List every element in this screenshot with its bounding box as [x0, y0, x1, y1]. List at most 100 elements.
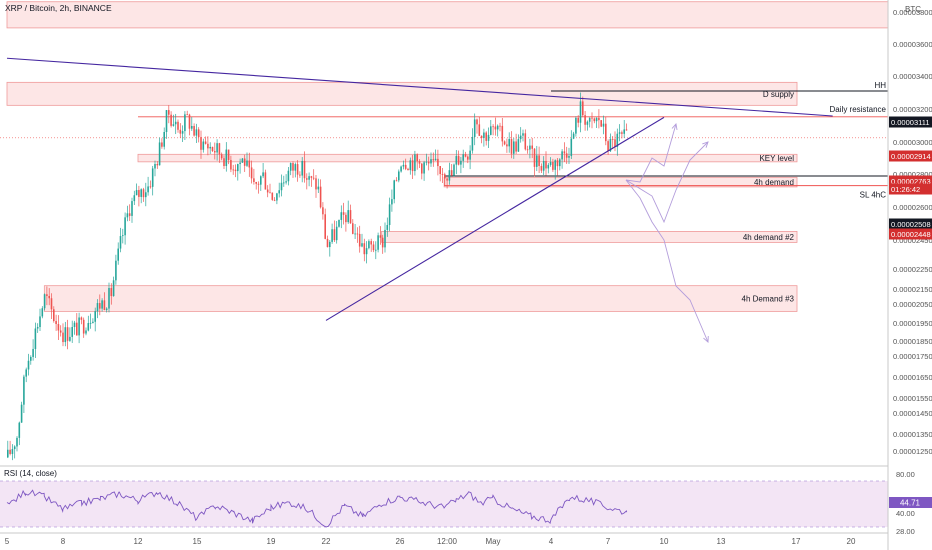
candle-body	[253, 178, 255, 182]
candle-body	[476, 119, 478, 125]
candle-body	[552, 162, 554, 170]
candle-body	[188, 114, 191, 129]
candle-body	[485, 132, 487, 141]
level-label: SL 4hC	[860, 191, 887, 200]
level-layer: HH Daily resistance SL 4hC	[0, 81, 888, 200]
candle-body	[531, 145, 533, 149]
candle-body	[409, 160, 412, 171]
candle-body	[163, 132, 165, 147]
candle-body	[193, 126, 195, 136]
candle-body	[117, 248, 119, 261]
candle-body	[370, 241, 372, 245]
candle-body	[147, 186, 149, 193]
candle-body	[368, 241, 370, 249]
time-axis[interactable]: 5 8 12 15 19 22 26 12:00 May 4 7 10 13 17 20	[0, 532, 888, 546]
rsi-axis-tick: 40.00	[896, 509, 915, 518]
candle-body	[174, 121, 177, 125]
candle-body	[200, 137, 202, 150]
candle-body	[411, 160, 414, 172]
rsi-current-badge	[889, 497, 932, 508]
candle-body	[230, 159, 232, 170]
candle-body	[609, 138, 612, 152]
candle-body	[50, 298, 53, 310]
price-axis-tick: 0.00001850	[893, 337, 932, 346]
price-axis-tick: 0.00003200	[893, 105, 932, 114]
candle-body	[66, 327, 69, 341]
candle-body	[503, 141, 506, 145]
candle-body	[20, 404, 23, 423]
candle-body	[306, 178, 308, 180]
trendline	[325, 116, 665, 321]
candle-body	[561, 151, 563, 160]
candle-body	[112, 280, 115, 297]
price-label-text: 01:26:42	[891, 185, 920, 194]
candle-body	[545, 160, 547, 169]
candle-body	[570, 138, 573, 157]
candle-body	[333, 229, 336, 241]
candle-body	[349, 210, 352, 224]
candle-body	[317, 186, 320, 190]
candle-body	[600, 120, 602, 127]
candle-body	[329, 241, 331, 248]
trendline-layer	[6, 57, 833, 321]
zone-label: 4h demand #2	[743, 233, 795, 242]
candle-body	[207, 143, 209, 149]
candle-body	[13, 446, 16, 450]
candle-body	[469, 150, 471, 160]
candle-body	[294, 164, 297, 171]
price-axis-tick: 0.00001450	[893, 409, 932, 418]
candle-body	[471, 136, 474, 151]
time-axis-tick: 12:00	[437, 537, 458, 546]
candle-body	[398, 171, 400, 181]
candle-body	[582, 101, 584, 116]
candle-body	[103, 300, 106, 310]
candle-body	[421, 163, 423, 174]
trendline	[6, 57, 833, 117]
candle-body	[9, 449, 11, 454]
candle-body	[184, 114, 186, 132]
time-axis-tick: 20	[847, 537, 856, 546]
candle-body	[556, 160, 559, 167]
candle-body	[377, 235, 379, 250]
rsi-panel: RSI (14, close) 80.00 40.00 28.00 44.71	[0, 465, 932, 536]
candle-body	[315, 178, 317, 190]
candle-body	[99, 303, 101, 309]
zone-label: 4h demand	[754, 178, 794, 187]
price-label-text: 0.00002508	[891, 220, 931, 229]
price-axis[interactable]: 0.00003800 0.00003600 0.00003400 0.00003200…	[887, 0, 932, 550]
candle-body	[204, 141, 207, 144]
candle-body	[296, 164, 299, 175]
candle-body	[593, 118, 596, 122]
candle-body	[82, 319, 85, 334]
candle-body	[266, 189, 269, 193]
candle-body	[172, 124, 175, 126]
candle-body	[223, 158, 225, 167]
candle-body	[39, 316, 41, 328]
candle-body	[322, 207, 324, 215]
candle-body	[260, 176, 262, 185]
candle-body	[312, 177, 315, 179]
candle-body	[487, 134, 490, 141]
candle-body	[430, 159, 432, 164]
candle-body	[64, 327, 67, 343]
time-axis-tick: 4	[549, 537, 554, 546]
candle-body	[616, 133, 619, 147]
candle-body	[455, 156, 458, 165]
candle-body	[73, 322, 76, 327]
candle-body	[354, 233, 356, 235]
candle-body	[239, 162, 241, 165]
candle-body	[588, 117, 591, 122]
price-axis-tick: 0.00003400	[893, 72, 932, 81]
candle-body	[338, 219, 340, 227]
projection-arrowhead	[702, 141, 709, 148]
candle-body	[248, 160, 251, 168]
candle-body	[572, 133, 575, 139]
candle-body	[23, 376, 25, 405]
candle-body	[326, 238, 329, 248]
candle-body	[345, 214, 347, 223]
projection-path	[625, 141, 709, 224]
candle-body	[227, 149, 230, 160]
candle-body	[457, 156, 460, 165]
candle-body	[105, 308, 108, 310]
